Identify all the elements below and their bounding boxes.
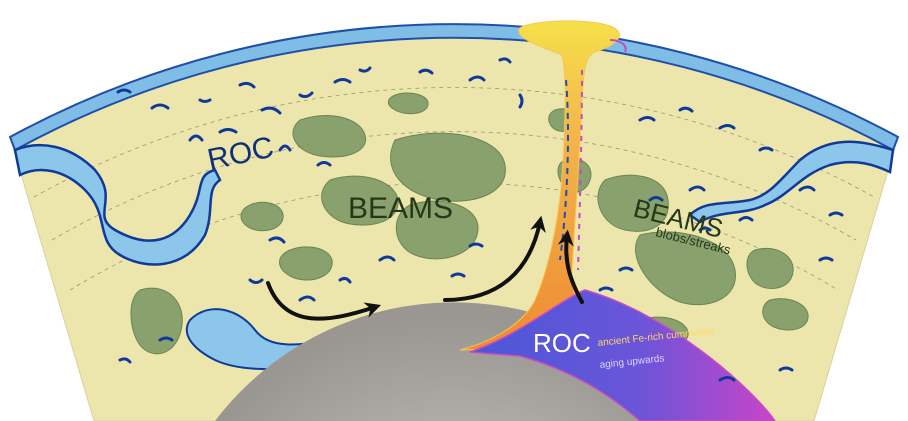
beams-blob (321, 175, 399, 226)
beams-blob (240, 201, 284, 232)
flow-arrow-icon (557, 229, 584, 304)
beams-blob (387, 92, 429, 115)
beams-blob (292, 115, 367, 158)
beams-blob (597, 174, 669, 232)
roc-pile (469, 289, 776, 421)
beams-blob (279, 246, 333, 281)
left-slab (13, 143, 222, 266)
beams-blob (390, 132, 506, 202)
beams-blob (395, 200, 479, 260)
slab-fragments (116, 57, 844, 382)
beams-blob (635, 231, 736, 306)
flow-arrows (266, 215, 584, 321)
beams-blob (762, 298, 809, 331)
roc-label-bottom: ROC (533, 328, 591, 358)
beams-blob (130, 287, 183, 355)
beams-blob (746, 248, 794, 289)
beams-label-center: BEAMS (348, 192, 453, 225)
right-slab (688, 140, 895, 224)
flow-arrow-icon (443, 215, 546, 302)
flow-arrow-icon (266, 281, 382, 321)
